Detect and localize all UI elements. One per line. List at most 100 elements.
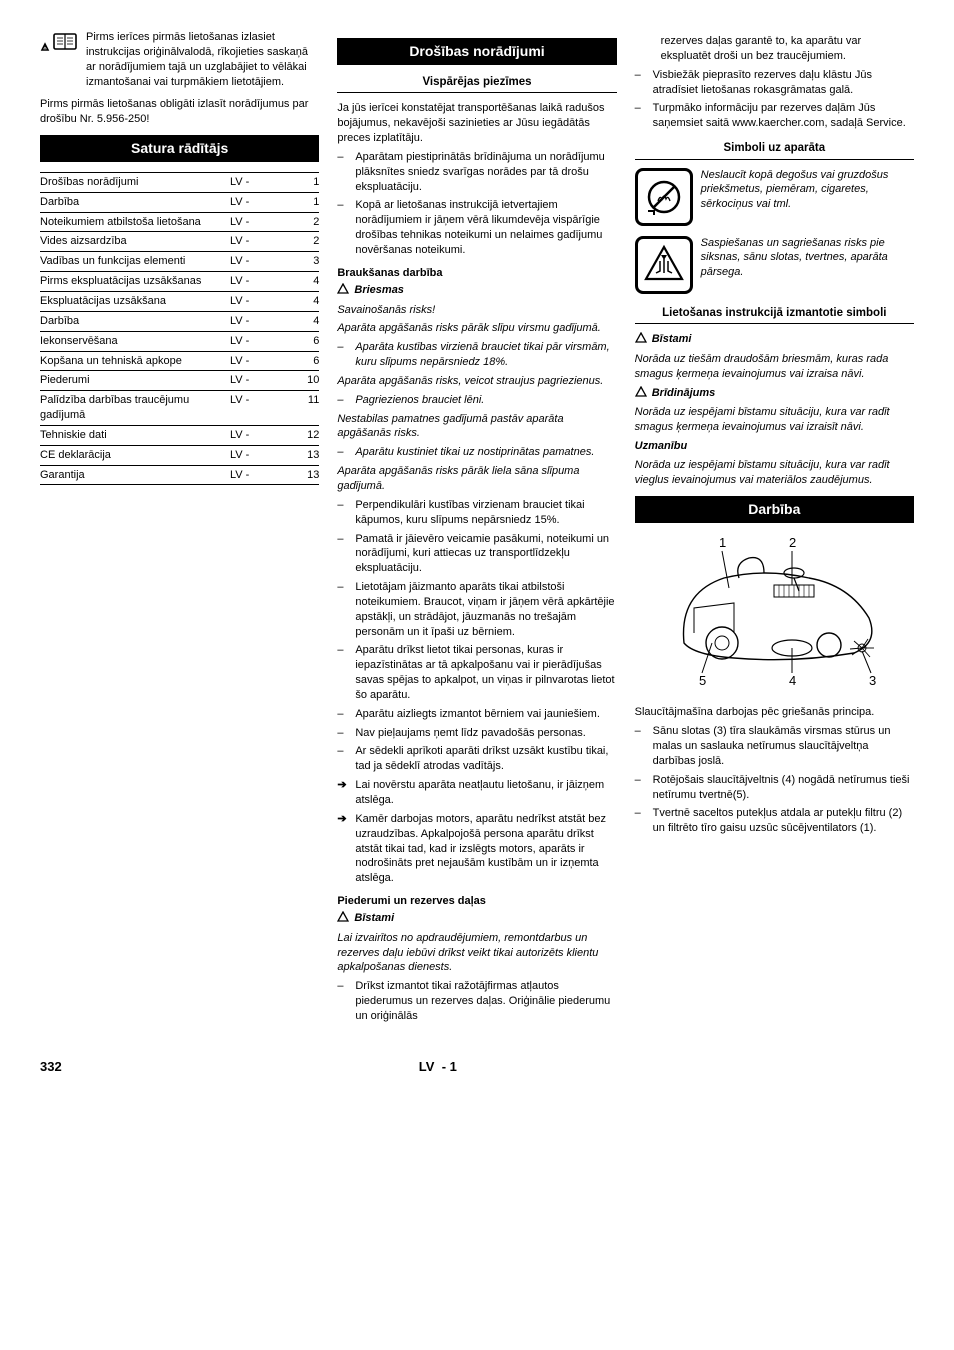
toc-page: 4	[277, 272, 319, 292]
principle-text: Slaucītājmašīna darbojas pēc griešanās p…	[635, 705, 914, 720]
tilt-risk-2: Aparāta apgāšanās risks, veicot straujus…	[337, 374, 616, 389]
toc-lang: LV -	[230, 212, 277, 232]
danger-row: Briesmas	[337, 283, 616, 299]
footer-lang: LV	[419, 1059, 435, 1074]
toc-row: Vides aizsardzība LV - 2	[40, 232, 319, 252]
list-item: Lai novērstu aparāta neatļautu lietošanu…	[337, 778, 616, 808]
toc-label: Tehniskie dati	[40, 425, 230, 445]
toc-lang: LV -	[230, 351, 277, 371]
danger-label: Briesmas	[354, 284, 404, 296]
toc-label: Iekonservēšana	[40, 331, 230, 351]
column-1: ! Pirms ierīces pirmās lietošanas izlasi…	[40, 30, 319, 1028]
diagram-label-2: 2	[789, 535, 796, 550]
symbols-device-heading: Simboli uz aparāta	[635, 141, 914, 160]
list-item: Lietotājam jāizmanto aparāts tikai atbil…	[337, 580, 616, 639]
toc-page: 3	[277, 252, 319, 272]
bridinajums-text: Norāda uz iespējami bīstamu situāciju, k…	[635, 405, 914, 435]
no-burning-icon	[635, 168, 693, 226]
toc-lang: LV -	[230, 272, 277, 292]
symbol-2-text: Saspiešanas un sagriešanas risks pie sik…	[701, 236, 914, 281]
intro-text-2: Pirms pirmās lietošanas obligāti izlasīt…	[40, 97, 319, 127]
svg-text:!: !	[44, 44, 46, 51]
toc-heading: Satura rādītājs	[40, 135, 319, 162]
toc-row: Tehniskie dati LV - 12	[40, 425, 319, 445]
toc-row: Ekspluatācijas uzsākšana LV - 4	[40, 292, 319, 312]
toc-label: CE deklarācija	[40, 445, 230, 465]
darbiba-heading: Darbība	[635, 496, 914, 523]
bridinajums-label: Brīdinājums	[652, 387, 716, 399]
list-item: Aparātu drīkst lietot tikai personas, ku…	[337, 643, 616, 702]
diagram-label-3: 3	[869, 673, 876, 688]
list-item: Pamatā ir jāievēro veicamie pasākumi, no…	[337, 532, 616, 577]
toc-page: 13	[277, 445, 319, 465]
toc-page: 10	[277, 371, 319, 391]
column-3: rezerves daļas garantē to, ka aparātu va…	[635, 30, 914, 1028]
accessories-heading: Piederumi un rezerves daļas	[337, 894, 616, 909]
footer-sep: -	[442, 1059, 446, 1074]
injury-risk: Savainošanās risks!	[337, 303, 616, 318]
tilt-risk-1: Aparāta apgāšanās risks pārāk slīpu virs…	[337, 321, 616, 336]
list-item: Aparāta kustības virzienā brauciet tikai…	[337, 340, 616, 370]
general-intro: Ja jūs ierīcei konstatējat transportēšan…	[337, 101, 616, 146]
intro-block: ! Pirms ierīces pirmās lietošanas izlasi…	[40, 30, 319, 93]
bistami-label: Bīstami	[652, 333, 692, 345]
toc-page: 11	[277, 391, 319, 426]
intro-text-1: Pirms ierīces pirmās lietošanas izlasiet…	[86, 30, 319, 89]
uzmanibu-label: Uzmanību	[635, 439, 914, 454]
toc-row: CE deklarācija LV - 13	[40, 445, 319, 465]
safety-heading: Drošības norādījumi	[337, 38, 616, 65]
footer-page-left: 332	[40, 1058, 62, 1076]
toc-page: 2	[277, 232, 319, 252]
list-item: Aparātu kustiniet tikai uz nostiprinātas…	[337, 445, 616, 460]
list-item: Rotējošais slaucītājveltnis (4) nogādā n…	[635, 773, 914, 803]
list-item: Tvertnē saceltos putekļus atdala ar pute…	[635, 806, 914, 836]
warning-triangle-icon	[337, 283, 349, 299]
list-item: Aparātu aizliegts izmantot bērniem vai j…	[337, 707, 616, 722]
toc-label: Noteikumiem atbilstoša lietošana	[40, 212, 230, 232]
toc-label: Garantija	[40, 465, 230, 485]
toc-label: Kopšana un tehniskā apkope	[40, 351, 230, 371]
toc-page: 1	[277, 172, 319, 192]
toc-page: 12	[277, 425, 319, 445]
toc-row: Iekonservēšana LV - 6	[40, 331, 319, 351]
crush-risk-icon	[635, 236, 693, 294]
general-notes-heading: Vispārējas piezīmes	[337, 75, 616, 94]
toc-row: Noteikumiem atbilstoša lietošana LV - 2	[40, 212, 319, 232]
toc-lang: LV -	[230, 371, 277, 391]
bridinajums-row: Brīdinājums	[635, 386, 914, 402]
tilt1-list: Aparāta kustības virzienā brauciet tikai…	[337, 340, 616, 370]
column-2: Drošības norādījumi Vispārējas piezīmes …	[337, 30, 616, 1028]
uzmanibu-text: Norāda uz iespējami bīstamu situāciju, k…	[635, 458, 914, 488]
toc-page: 6	[277, 351, 319, 371]
warning-triangle-icon	[635, 332, 647, 348]
list-item: Visbiežāk pieprasīto rezerves daļu klāst…	[635, 68, 914, 98]
symbol-row-1: Neslaucīt kopā degošus vai gruzdošus pri…	[635, 168, 914, 226]
bistami-row-2: Bīstami	[635, 332, 914, 348]
list-item: Kopā ar lietošanas instrukcijā ietvertaj…	[337, 198, 616, 257]
general-list: Aparātam piestiprinātās brīdinājuma un n…	[337, 150, 616, 258]
toc-row: Vadības un funkcijas elementi LV - 3	[40, 252, 319, 272]
toc-page: 6	[277, 331, 319, 351]
bistami-row-1: Bīstami	[337, 911, 616, 927]
bistami-label: Bīstami	[354, 912, 394, 924]
big-list: Perpendikulāri kustības virzienam brauci…	[337, 498, 616, 774]
toc-row: Pirms ekspluatācijas uzsākšanas LV - 4	[40, 272, 319, 292]
toc-label: Piederumi	[40, 371, 230, 391]
list-item: Aparātam piestiprinātās brīdinājuma un n…	[337, 150, 616, 195]
list-item: Perpendikulāri kustības virzienam brauci…	[337, 498, 616, 528]
driving-heading: Braukšanas darbība	[337, 266, 616, 281]
toc-label: Drošības norādījumi	[40, 172, 230, 192]
toc-label: Darbība	[40, 192, 230, 212]
toc-page: 1	[277, 192, 319, 212]
toc-lang: LV -	[230, 391, 277, 426]
toc-lang: LV -	[230, 232, 277, 252]
toc-label: Vides aizsardzība	[40, 232, 230, 252]
list-item: Pagriezienos brauciet lēni.	[337, 393, 616, 408]
toc-row: Darbība LV - 1	[40, 192, 319, 212]
toc-page: 13	[277, 465, 319, 485]
toc-row: Garantija LV - 13	[40, 465, 319, 485]
warning-triangle-icon	[337, 911, 349, 927]
list-item: Drīkst izmantot tikai ražotājfirmas atļa…	[337, 979, 616, 1024]
toc-lang: LV -	[230, 465, 277, 485]
continued-list: rezerves daļas garantē to, ka aparātu va…	[635, 34, 914, 131]
